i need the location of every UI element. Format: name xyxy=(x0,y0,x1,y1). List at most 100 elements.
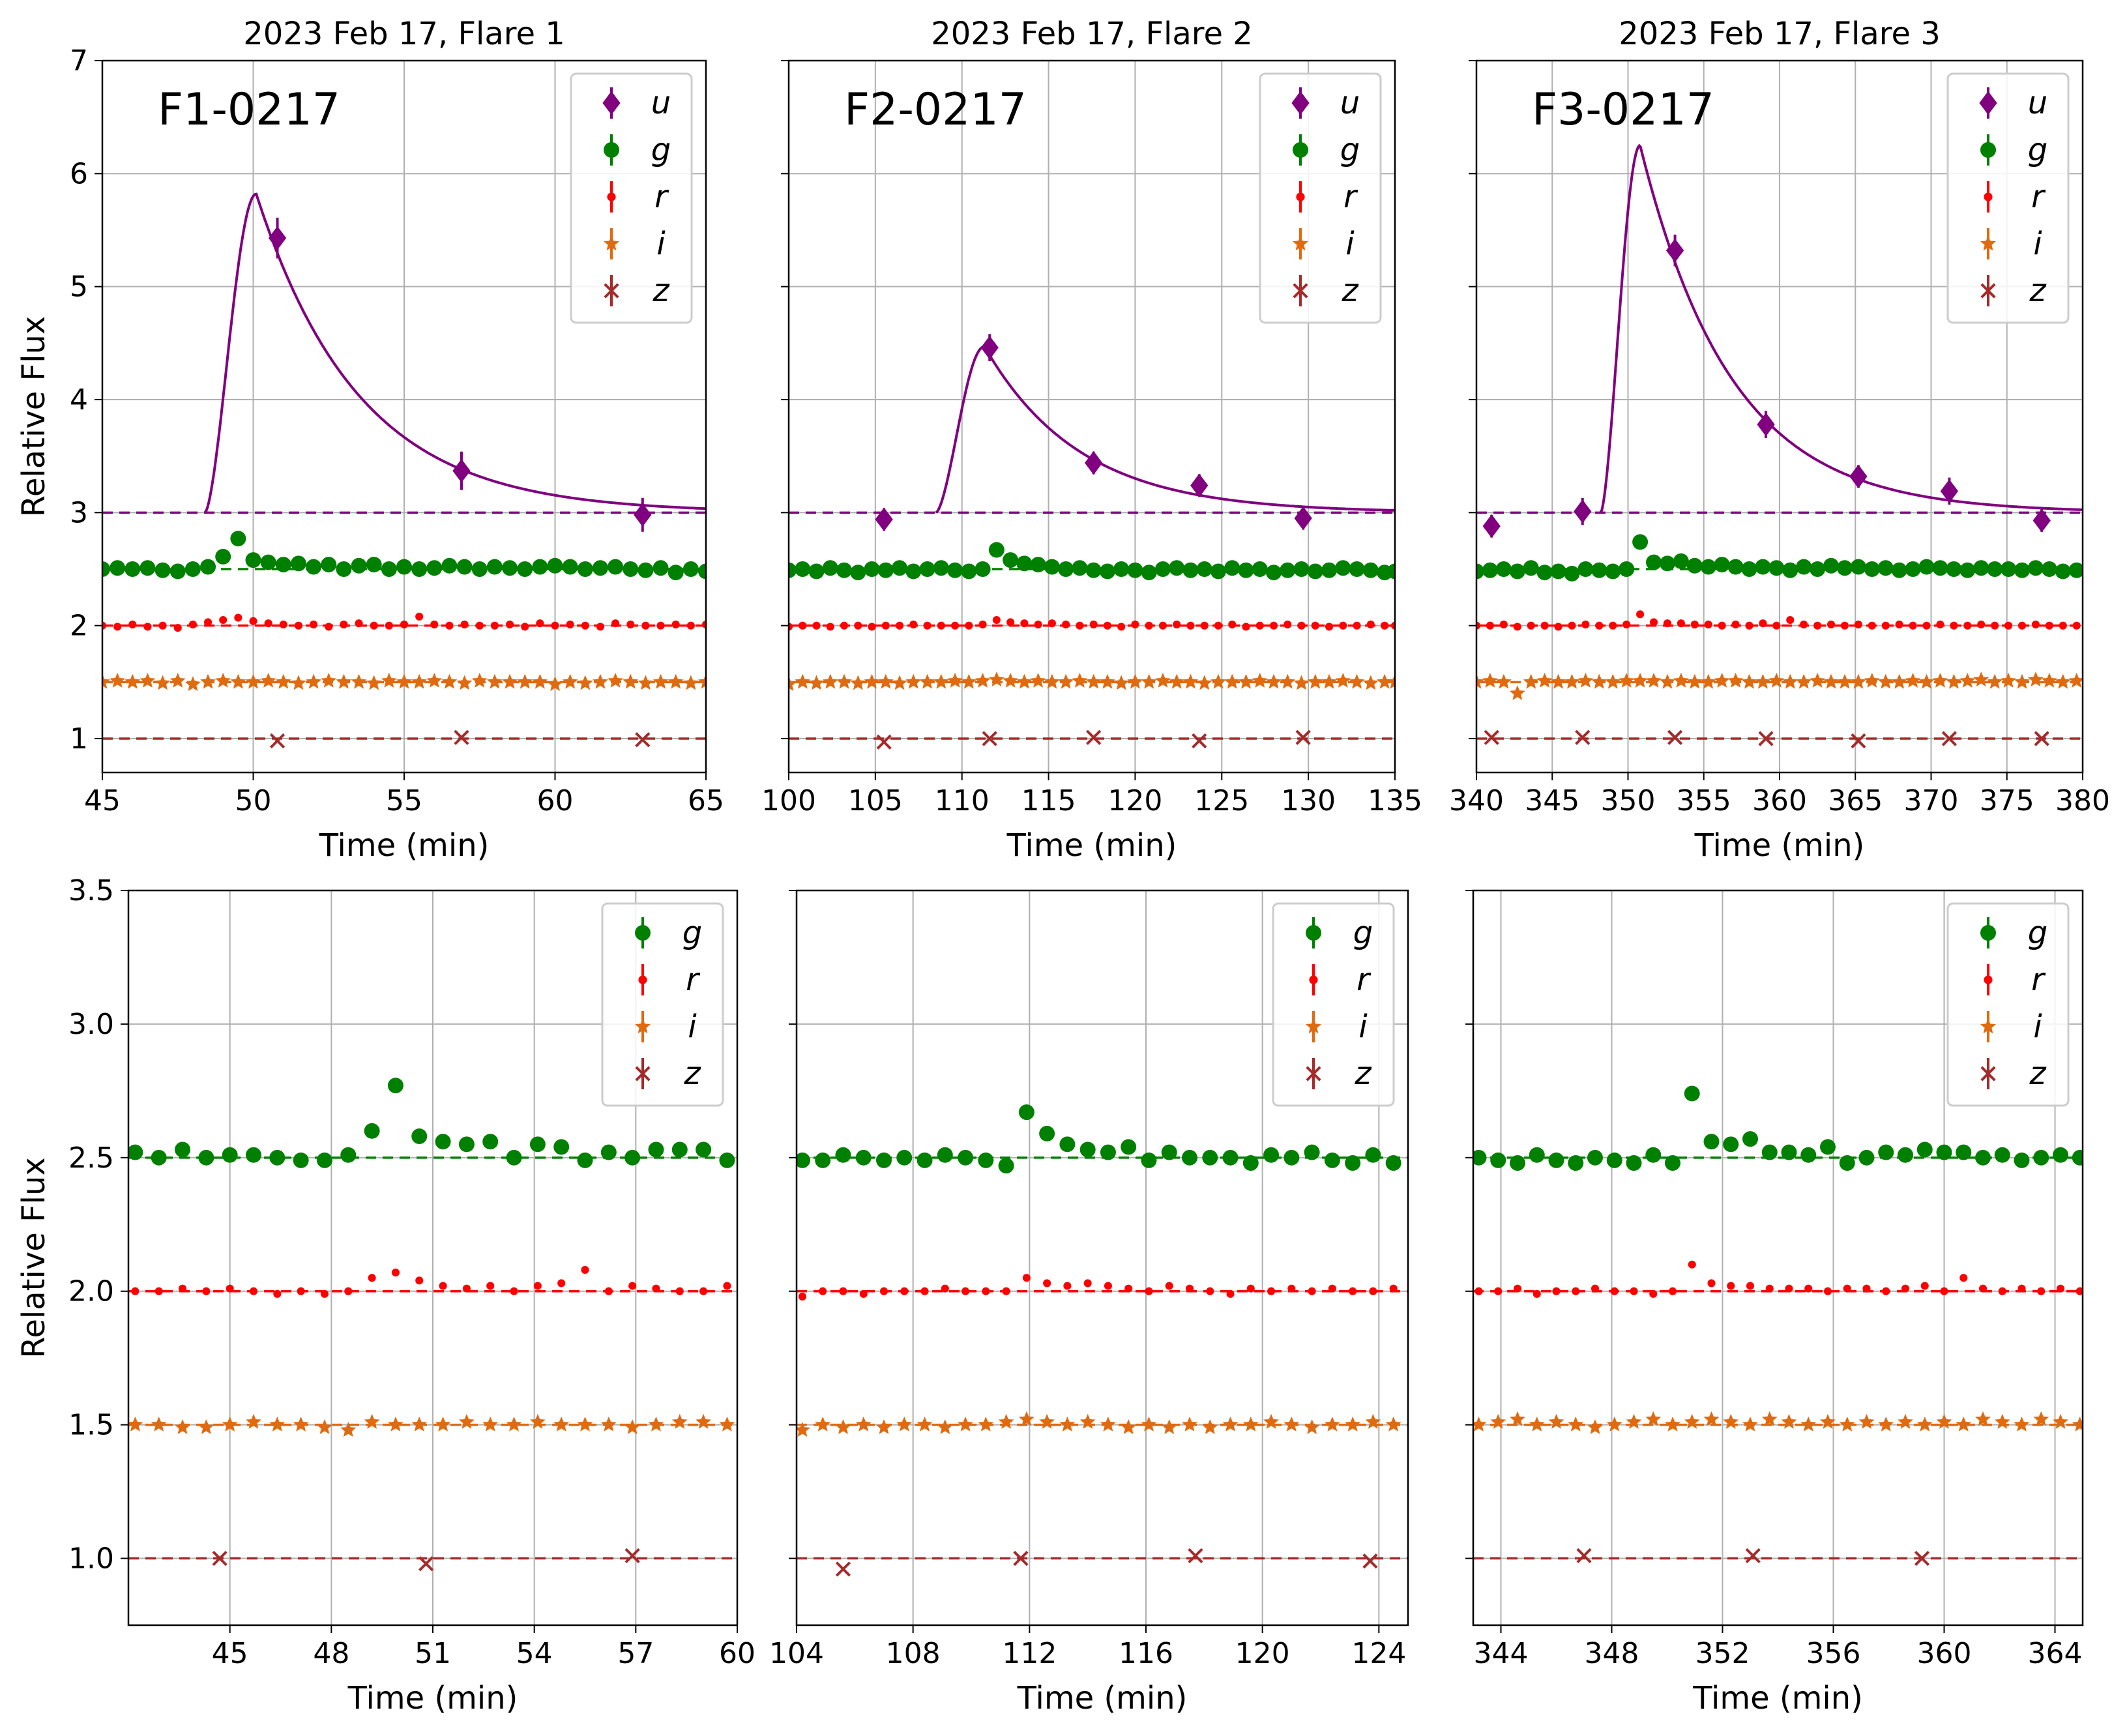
data-point-i xyxy=(1293,675,1310,690)
legend-box xyxy=(1259,72,1382,324)
data-point-g xyxy=(456,559,473,575)
data-point-r xyxy=(1328,1284,1336,1293)
legend-label-z: z xyxy=(2029,272,2047,309)
data-point-g xyxy=(151,1149,167,1166)
x-tick-label: 110 xyxy=(935,784,990,817)
data-point-g xyxy=(623,561,639,577)
legend-box xyxy=(601,902,724,1107)
x-tick-label: 45 xyxy=(84,784,121,817)
legend-label-z: z xyxy=(652,272,670,309)
data-point-r xyxy=(1527,621,1535,630)
legend-marker-r xyxy=(607,192,616,201)
data-point-g xyxy=(1016,555,1033,572)
data-point-i xyxy=(411,673,428,689)
data-point-r xyxy=(1353,621,1361,630)
data-point-r xyxy=(1950,621,1958,630)
data-point-g xyxy=(1877,560,1894,576)
data-layer xyxy=(789,334,1395,750)
data-point-r xyxy=(1568,621,1576,630)
data-point-g xyxy=(850,565,866,581)
data-point-r xyxy=(1034,620,1042,628)
data-point-r xyxy=(1554,623,1562,631)
data-point-r xyxy=(812,621,821,630)
data-point-r xyxy=(1746,1282,1755,1290)
data-point-g xyxy=(1293,561,1310,577)
data-point-r xyxy=(1339,621,1347,630)
data-point-i xyxy=(139,673,156,688)
data-point-r xyxy=(900,1287,909,1295)
data-point-g xyxy=(698,563,706,580)
data-point-i xyxy=(215,673,231,688)
data-point-r xyxy=(2072,621,2081,630)
data-point-g xyxy=(215,548,231,565)
data-point-i xyxy=(456,675,473,690)
data-point-i xyxy=(1307,673,1323,689)
data-point-i xyxy=(547,676,563,691)
x-tick-label: 104 xyxy=(769,1637,824,1670)
legend-marker-i xyxy=(1306,1018,1321,1034)
legend-label-g: g xyxy=(1353,915,1373,951)
data-point-g xyxy=(1202,1149,1218,1166)
data-point-i xyxy=(471,673,488,688)
legend-marker-z xyxy=(1980,283,1996,299)
data-point-i xyxy=(978,1417,994,1432)
data-point-i xyxy=(937,1419,953,1434)
x-tick-label: 116 xyxy=(1119,1637,1173,1670)
data-point-g xyxy=(667,565,684,581)
data-point-r xyxy=(249,617,257,625)
data-point-g xyxy=(1646,554,1662,570)
data-point-i xyxy=(1959,673,1976,688)
legend-label-u: u xyxy=(1340,85,1360,121)
legend-marker-g xyxy=(1306,925,1321,941)
data-point-g xyxy=(128,1144,143,1160)
data-point-r xyxy=(2076,1287,2083,1295)
data-point-r xyxy=(1022,1274,1031,1282)
data-point-r xyxy=(510,1287,518,1295)
data-point-g xyxy=(577,1152,593,1168)
data-point-i xyxy=(2027,671,2044,687)
data-point-g xyxy=(789,562,797,578)
data-point-i xyxy=(1523,673,1539,689)
legend-marker-r xyxy=(1984,975,1993,984)
data-point-r xyxy=(2031,620,2040,628)
data-point-i xyxy=(1864,673,1880,688)
data-point-i xyxy=(275,673,291,689)
data-point-g xyxy=(1605,563,1621,580)
data-point-i xyxy=(426,673,443,688)
data-point-i xyxy=(1987,673,2003,689)
data-point-g xyxy=(411,561,428,577)
data-point-r xyxy=(204,618,213,626)
data-point-r xyxy=(1325,623,1334,631)
x-tick-label: 105 xyxy=(848,784,903,817)
data-point-g xyxy=(1210,563,1226,580)
data-point-u xyxy=(452,459,471,483)
data-point-i xyxy=(1196,675,1212,690)
data-point-r xyxy=(2056,1284,2065,1293)
series-i xyxy=(128,1413,735,1437)
data-point-z xyxy=(1941,731,1958,746)
data-point-i xyxy=(2072,1417,2083,1432)
data-point-g xyxy=(1387,563,1395,580)
data-point-i xyxy=(1238,673,1254,689)
data-point-i xyxy=(2041,673,2057,688)
data-point-r xyxy=(1124,1284,1133,1293)
data-point-g xyxy=(1324,1152,1340,1168)
data-point-z xyxy=(1086,729,1102,745)
data-point-i xyxy=(562,673,578,689)
data-point-g xyxy=(1684,1085,1700,1102)
x-axis-title: Time (min) xyxy=(347,1680,518,1716)
legend-marker-u xyxy=(602,91,621,115)
data-point-r xyxy=(1785,1284,1793,1293)
data-point-i xyxy=(435,1417,451,1432)
data-point-r xyxy=(611,619,620,628)
data-point-i xyxy=(815,1417,831,1432)
data-point-i xyxy=(1335,673,1351,688)
data-point-r xyxy=(1901,1284,1910,1293)
data-point-g xyxy=(230,531,246,547)
data-point-i xyxy=(1169,673,1185,689)
data-point-u xyxy=(1940,479,1959,503)
data-point-g xyxy=(517,561,533,577)
data-point-r xyxy=(859,1289,868,1298)
data-point-g xyxy=(896,1149,913,1166)
series-r xyxy=(789,615,1395,631)
